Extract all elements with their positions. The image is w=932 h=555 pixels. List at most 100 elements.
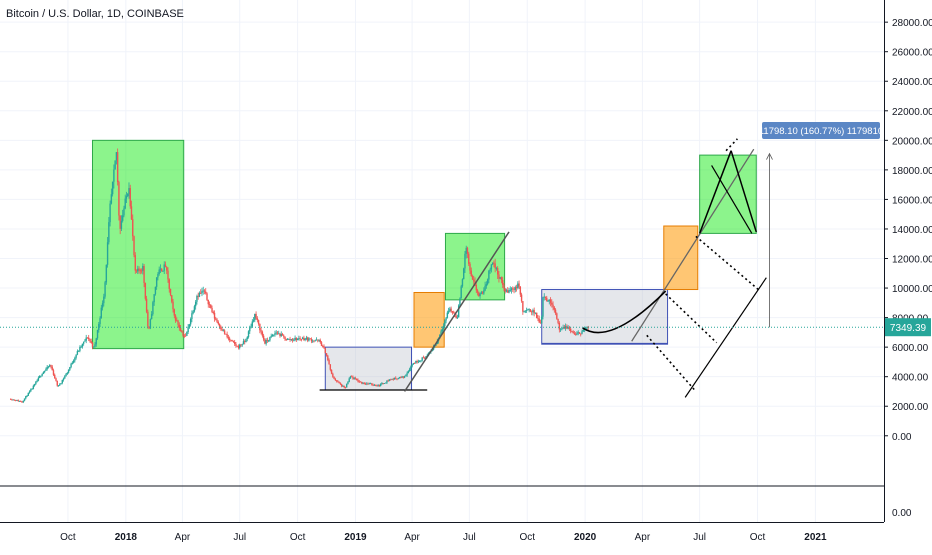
- time-tick-label: Oct: [750, 532, 766, 543]
- candle-body: [513, 289, 515, 291]
- candle-body: [397, 378, 399, 380]
- candle-body: [94, 344, 96, 347]
- candle-body: [473, 279, 475, 282]
- candle-body: [378, 384, 381, 386]
- candle-body: [582, 329, 584, 332]
- candle-body: [139, 270, 142, 272]
- candle-body: [407, 371, 410, 374]
- candle-body: [373, 384, 376, 386]
- price-tick-label: 0.00: [892, 432, 912, 443]
- candle-body: [181, 331, 183, 333]
- candle-body: [522, 301, 524, 312]
- candle-body: [441, 329, 444, 332]
- candle-body: [119, 215, 121, 229]
- candle-body: [249, 328, 251, 332]
- candle-body: [410, 366, 412, 370]
- candle-body: [174, 315, 177, 321]
- candle-body: [371, 383, 373, 385]
- candle-body: [392, 378, 394, 380]
- candle-body: [213, 312, 216, 319]
- time-tick-label: Oct: [60, 532, 76, 543]
- candle-body: [325, 353, 328, 356]
- candle-body: [274, 333, 276, 335]
- candle-body: [525, 310, 528, 311]
- candle-body: [225, 333, 227, 335]
- candle-body: [37, 377, 40, 381]
- candle-body: [230, 339, 232, 341]
- candle-body: [35, 381, 37, 384]
- candle-body: [105, 264, 108, 283]
- candle-body: [320, 342, 323, 346]
- candle-body: [56, 380, 58, 386]
- candle-body: [138, 268, 140, 271]
- candle-body: [237, 345, 240, 349]
- candle-body: [508, 290, 510, 293]
- candle-body: [510, 288, 513, 290]
- candle-body: [418, 360, 421, 362]
- candle-body: [408, 369, 411, 372]
- candle-body: [364, 383, 367, 385]
- time-tick-label: Jul: [463, 532, 476, 543]
- candle-body: [193, 306, 196, 312]
- candle-body: [340, 384, 343, 387]
- candle-body: [66, 372, 69, 374]
- candle-body: [317, 339, 319, 341]
- candle-body: [376, 385, 378, 387]
- candle-body: [559, 328, 562, 330]
- candle-body: [255, 313, 257, 319]
- candle-body: [169, 288, 172, 296]
- candle-body: [177, 320, 179, 325]
- zone-gray: [541, 289, 669, 345]
- candle-body: [142, 266, 144, 271]
- candle-body: [86, 337, 89, 339]
- candle-body: [577, 332, 579, 334]
- candle-body: [36, 380, 38, 382]
- candle-body: [79, 346, 81, 351]
- candle-body: [451, 311, 454, 313]
- candle-body: [12, 399, 14, 401]
- candle-body: [173, 309, 175, 316]
- candle-body: [338, 381, 340, 384]
- candle-body: [538, 318, 540, 323]
- candle-body: [330, 369, 333, 374]
- price-tick-label: 22000.00: [892, 107, 932, 118]
- dotted-projection: [695, 235, 761, 292]
- candle-body: [236, 345, 238, 347]
- candle-body: [572, 331, 574, 334]
- candle-body: [38, 376, 41, 378]
- candle-body: [324, 348, 326, 354]
- measure-label-box: [762, 121, 880, 139]
- time-tick-label: Oct: [290, 532, 306, 543]
- candle-body: [127, 193, 129, 197]
- candle-body: [358, 381, 360, 383]
- candle-body: [396, 378, 398, 380]
- candle-body: [483, 290, 485, 294]
- candle-body: [367, 383, 369, 385]
- candle-body: [354, 378, 357, 379]
- candle-body: [124, 198, 126, 209]
- candle-body: [300, 338, 303, 340]
- price-tick-label: 4000.00: [892, 373, 929, 384]
- candle-body: [47, 366, 50, 368]
- candle-body: [445, 317, 447, 321]
- price-tick-label: 6000.00: [892, 343, 929, 354]
- candle-body: [179, 327, 182, 332]
- candle-body: [183, 335, 186, 337]
- candle-body: [543, 296, 545, 298]
- candle-body: [155, 277, 158, 287]
- candle-body: [362, 383, 364, 385]
- candle-body: [450, 308, 452, 312]
- candle-body: [318, 340, 320, 341]
- candle-body: [217, 321, 220, 324]
- candle-body: [406, 373, 408, 376]
- candle-body: [423, 357, 426, 359]
- candle-body: [548, 299, 550, 302]
- candle-body: [351, 376, 353, 378]
- candle-body: [21, 401, 23, 403]
- drawings: 11798.10 (160.77%) 1179810: [319, 121, 883, 398]
- candle-body: [140, 270, 143, 272]
- projection-arrow: [698, 150, 732, 234]
- candle-body: [345, 384, 348, 388]
